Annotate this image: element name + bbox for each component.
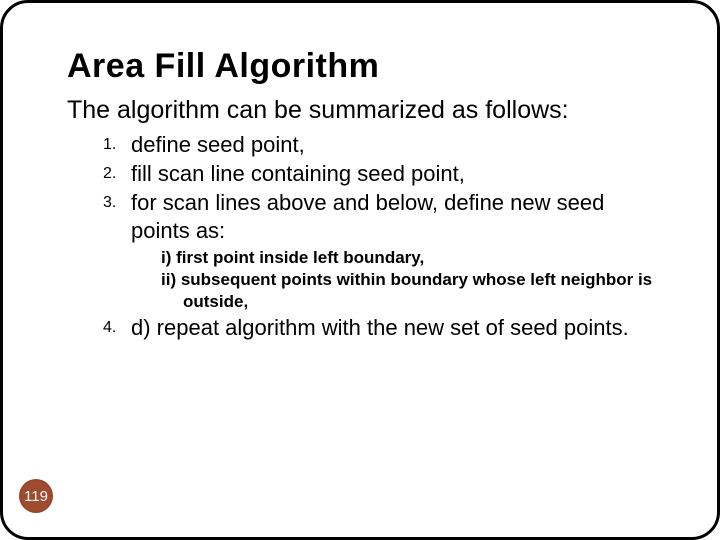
list-item-text: define seed point, bbox=[131, 132, 305, 157]
sub-item-text-cont: outside, bbox=[183, 291, 669, 312]
slide-frame: Area Fill Algorithm The algorithm can be… bbox=[0, 0, 720, 540]
list-item: for scan lines above and below, define n… bbox=[103, 189, 669, 312]
slide-title: Area Fill Algorithm bbox=[67, 47, 669, 86]
list-item-text: d) repeat algorithm with the new set of … bbox=[131, 315, 629, 340]
intro-text: The algorithm can be summarized as follo… bbox=[67, 94, 669, 127]
page-number-badge: 119 bbox=[19, 479, 53, 513]
sub-list: i) first point inside left boundary, ii)… bbox=[161, 247, 669, 312]
list-item: define seed point, bbox=[103, 131, 669, 159]
list-item-text: for scan lines above and below, define n… bbox=[131, 190, 604, 243]
sub-list-item: ii) subsequent points within boundary wh… bbox=[161, 269, 669, 312]
sub-list-item: i) first point inside left boundary, bbox=[161, 247, 669, 268]
sub-item-text: i) first point inside left boundary, bbox=[161, 248, 424, 267]
list-item: d) repeat algorithm with the new set of … bbox=[103, 314, 669, 342]
sub-item-text: ii) subsequent points within boundary wh… bbox=[161, 270, 652, 289]
algorithm-list: define seed point, fill scan line contai… bbox=[103, 131, 669, 343]
list-item-text: fill scan line containing seed point, bbox=[131, 161, 465, 186]
list-item: fill scan line containing seed point, bbox=[103, 160, 669, 188]
